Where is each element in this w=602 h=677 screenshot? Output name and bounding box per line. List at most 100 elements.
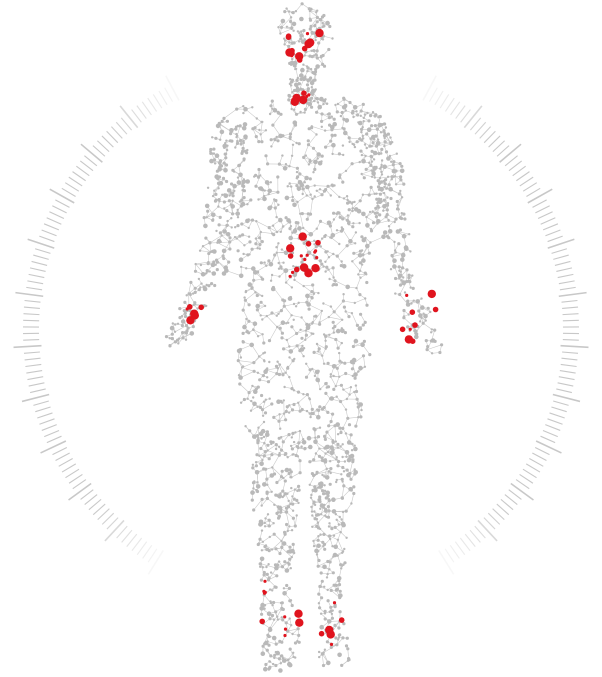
dial-tick-left xyxy=(55,452,70,461)
network-node xyxy=(332,218,336,221)
dial-tick-left xyxy=(26,370,43,374)
network-node xyxy=(314,97,317,100)
network-node xyxy=(226,188,232,193)
network-node xyxy=(394,276,398,281)
network-node xyxy=(365,280,369,285)
dial-tick-right xyxy=(474,525,486,539)
network-node xyxy=(332,387,336,391)
network-node xyxy=(366,127,372,133)
network-node xyxy=(193,290,197,294)
network-edge xyxy=(299,213,304,229)
network-node xyxy=(257,198,260,201)
network-node xyxy=(320,119,324,123)
network-node xyxy=(369,185,373,189)
network-node xyxy=(300,30,303,33)
network-node xyxy=(247,235,251,238)
dial-tick-left xyxy=(92,503,106,516)
network-node xyxy=(299,37,303,41)
network-node xyxy=(294,82,299,88)
network-node xyxy=(265,264,268,267)
network-node xyxy=(273,503,276,506)
network-node xyxy=(256,441,260,445)
network-node xyxy=(230,217,233,220)
network-node xyxy=(284,568,290,573)
network-node xyxy=(365,243,370,249)
network-node xyxy=(299,16,304,22)
network-node xyxy=(280,336,284,340)
network-node xyxy=(371,111,375,114)
dial-tick-left xyxy=(164,87,174,102)
dial-tick-right xyxy=(549,412,565,419)
network-node xyxy=(356,405,360,409)
network-node xyxy=(224,156,228,160)
network-node xyxy=(340,327,343,330)
network-node xyxy=(389,196,393,201)
network-edge xyxy=(337,531,341,540)
network-node xyxy=(335,366,339,370)
network-node xyxy=(284,506,289,510)
network-node xyxy=(376,211,379,215)
network-node xyxy=(384,133,388,137)
network-node xyxy=(385,234,389,238)
network-edge xyxy=(327,186,340,198)
network-node xyxy=(235,107,239,111)
network-node xyxy=(180,319,186,324)
network-node xyxy=(222,161,226,165)
network-node xyxy=(290,107,293,111)
network-node xyxy=(295,184,299,188)
network-node xyxy=(325,265,329,269)
network-node xyxy=(224,152,228,156)
network-node xyxy=(365,273,368,276)
network-node xyxy=(303,111,306,114)
network-node xyxy=(265,565,268,569)
network-node xyxy=(297,142,301,146)
network-node xyxy=(288,82,292,86)
network-node xyxy=(251,384,254,388)
network-node xyxy=(342,117,346,121)
network-node xyxy=(295,177,298,180)
network-node xyxy=(334,636,338,640)
network-node xyxy=(289,502,292,506)
network-node xyxy=(254,470,260,475)
network-node xyxy=(265,496,269,501)
network-node xyxy=(288,10,291,13)
network-node xyxy=(323,484,326,487)
network-node xyxy=(377,181,382,185)
network-node xyxy=(282,658,287,663)
network-node xyxy=(241,146,245,150)
network-edge xyxy=(285,511,290,527)
network-node xyxy=(262,400,266,403)
network-node xyxy=(357,326,363,331)
network-node xyxy=(347,423,352,427)
network-node xyxy=(299,182,305,188)
dial-tick-left xyxy=(46,435,62,444)
network-node xyxy=(378,186,382,190)
network-node xyxy=(265,477,269,481)
network-edge xyxy=(328,269,334,278)
network-edge xyxy=(281,530,289,542)
network-edge xyxy=(174,325,187,333)
network-node xyxy=(353,376,357,380)
network-node xyxy=(301,440,307,445)
network-edge xyxy=(269,326,278,341)
network-node xyxy=(268,588,272,591)
network-node xyxy=(282,587,286,590)
network-edge xyxy=(260,231,273,234)
network-node xyxy=(280,640,284,644)
network-node xyxy=(301,192,304,196)
network-node xyxy=(232,183,237,189)
network-node xyxy=(244,136,248,140)
network-node xyxy=(383,136,386,140)
network-node xyxy=(355,323,359,327)
network-node xyxy=(219,138,222,141)
network-node xyxy=(331,509,337,514)
network-node xyxy=(349,386,353,389)
network-node xyxy=(301,76,307,82)
dial-tick-right xyxy=(535,205,550,214)
network-node xyxy=(348,140,351,144)
network-node xyxy=(351,142,354,146)
network-node xyxy=(258,128,261,132)
dial-tick-right xyxy=(527,188,553,204)
network-node xyxy=(250,490,255,495)
network-node xyxy=(284,39,287,42)
